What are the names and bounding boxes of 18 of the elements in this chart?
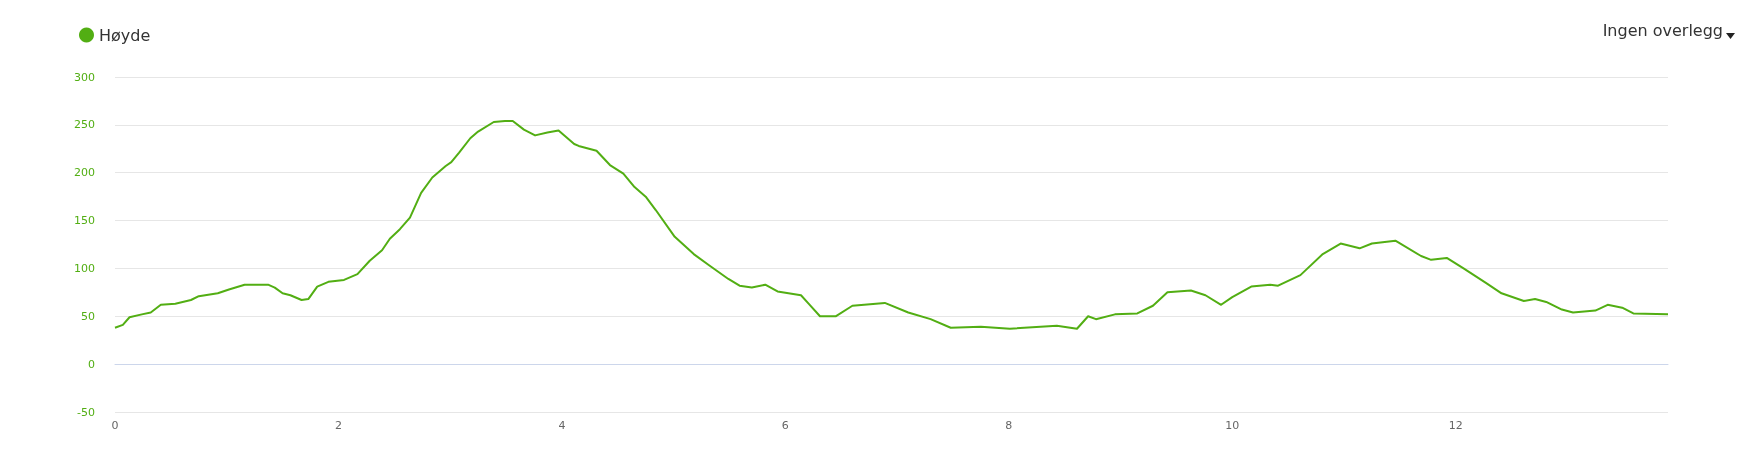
y-tick-label: 50 bbox=[81, 309, 95, 323]
line-series bbox=[114, 120, 1669, 330]
x-tick-label: 10 bbox=[1225, 419, 1240, 432]
y-tick-label: 100 bbox=[74, 261, 95, 275]
x-tick-label: 4 bbox=[558, 419, 566, 432]
x-tick-label: 2 bbox=[334, 419, 342, 432]
legend-label: Høyde bbox=[99, 25, 151, 45]
y-tick-label: 300 bbox=[74, 70, 95, 84]
x-tick-label: 6 bbox=[781, 419, 789, 432]
y-tick-label: 150 bbox=[74, 214, 95, 228]
y-tick-label: 0 bbox=[88, 357, 95, 371]
y-tick-label: -50 bbox=[77, 405, 95, 419]
x-tick-label: 0 bbox=[111, 419, 119, 432]
x-tick-label: 12 bbox=[1448, 419, 1463, 432]
x-tick-label: 8 bbox=[1005, 419, 1013, 432]
y-tick-label: 250 bbox=[74, 118, 95, 132]
text: Ingen overlegg bbox=[1602, 20, 1724, 40]
y-tick-label: 200 bbox=[74, 166, 95, 180]
